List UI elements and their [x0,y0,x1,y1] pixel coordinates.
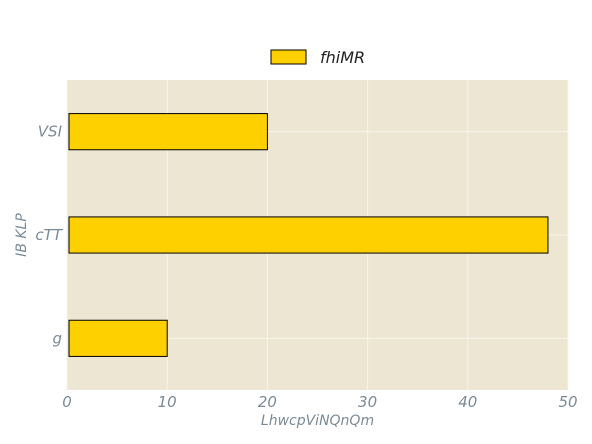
y-tick-label: cTT [35,226,63,244]
x-tick-label: 0 [62,393,72,411]
x-tick-label: 50 [558,393,577,411]
x-axis-title: LhwcpViNQnQm [261,413,374,429]
x-tick-label: 30 [358,393,377,411]
bars [68,113,549,357]
x-tick-label: 10 [158,393,177,411]
bar-cTT [68,216,549,254]
y-axis-ticks: VSI cTT g [35,123,63,348]
legend: fhiMR [270,48,365,67]
bar-VSI [68,113,268,151]
y-tick-label: VSI [38,123,63,141]
x-tick-label: 20 [258,393,277,411]
legend-label: fhiMR [320,48,365,67]
x-axis-ticks: 0 10 20 30 40 50 [62,393,577,411]
x-tick-label: 40 [458,393,477,411]
legend-swatch [270,49,307,65]
bar-g [68,319,168,357]
y-axis-title: IB KLP [14,213,30,257]
y-tick-label: g [52,329,62,347]
